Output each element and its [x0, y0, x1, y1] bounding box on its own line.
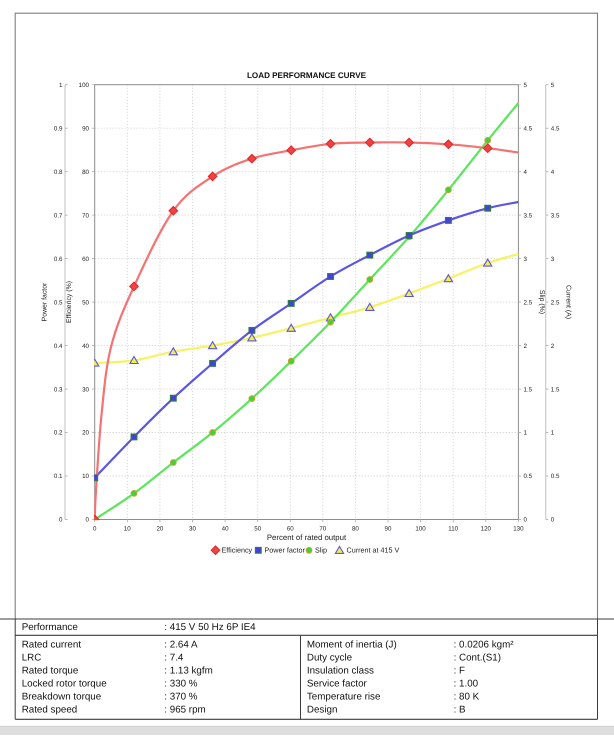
svg-text:3: 3: [524, 256, 528, 263]
svg-text:Performance: Performance: [22, 622, 79, 633]
svg-text:0: 0: [551, 517, 555, 524]
svg-text:Current (A): Current (A): [565, 285, 572, 319]
svg-text:40: 40: [222, 526, 229, 533]
svg-text:0.2: 0.2: [54, 430, 63, 437]
svg-text:5: 5: [524, 82, 528, 89]
svg-text:60: 60: [287, 526, 294, 533]
svg-text:: Cont.(S1): : Cont.(S1): [454, 652, 501, 663]
svg-text:0: 0: [93, 526, 97, 533]
svg-text:Locked rotor torque: Locked rotor torque: [22, 679, 108, 690]
svg-text:Percent of rated output: Percent of rated output: [267, 533, 347, 542]
svg-text:4.5: 4.5: [551, 125, 560, 132]
svg-text:Rated speed: Rated speed: [22, 705, 78, 716]
svg-text:Power factor: Power factor: [41, 282, 48, 321]
svg-text:0.3: 0.3: [54, 386, 63, 393]
svg-text:: 1.13 kgfm: : 1.13 kgfm: [164, 665, 212, 676]
svg-text:40: 40: [82, 343, 89, 350]
svg-text:0: 0: [524, 517, 528, 524]
svg-text:0.1: 0.1: [54, 473, 63, 480]
svg-text:3.5: 3.5: [551, 212, 560, 219]
svg-text:2.5: 2.5: [551, 299, 560, 306]
svg-text:2: 2: [524, 343, 528, 350]
svg-text:110: 110: [448, 526, 458, 533]
svg-text:: 330 %: : 330 %: [164, 679, 198, 690]
svg-text:: 80 K: : 80 K: [454, 692, 480, 703]
svg-text:2: 2: [551, 343, 555, 350]
svg-text:Temperature rise: Temperature rise: [307, 692, 381, 703]
svg-text:20: 20: [82, 430, 89, 437]
svg-text:80: 80: [352, 526, 359, 533]
svg-text:Duty cycle: Duty cycle: [307, 652, 353, 663]
svg-text:3.5: 3.5: [524, 212, 533, 219]
svg-text:50: 50: [254, 526, 261, 533]
svg-text:Efficiency: Efficiency: [222, 546, 253, 555]
svg-text:0.5: 0.5: [551, 473, 560, 480]
svg-text:1: 1: [551, 430, 555, 437]
svg-text:4: 4: [524, 169, 528, 176]
svg-text:10: 10: [82, 473, 89, 480]
svg-text:Service factor: Service factor: [307, 679, 368, 690]
svg-text:80: 80: [82, 169, 89, 176]
svg-text:1: 1: [524, 430, 528, 437]
svg-text:120: 120: [481, 526, 492, 533]
svg-text:0.9: 0.9: [54, 125, 63, 132]
svg-text:100: 100: [79, 82, 90, 89]
svg-text:Rated torque: Rated torque: [22, 665, 79, 676]
svg-text:: 415 V 50 Hz 6P IE4: : 415 V 50 Hz 6P IE4: [164, 622, 256, 633]
svg-text:5: 5: [551, 82, 555, 89]
svg-text:0: 0: [59, 517, 63, 524]
svg-text:: 965 rpm: : 965 rpm: [164, 705, 205, 716]
svg-text:90: 90: [82, 125, 89, 132]
svg-text:Insulation class: Insulation class: [307, 665, 374, 676]
svg-text:0.4: 0.4: [54, 343, 63, 350]
svg-text:0: 0: [86, 517, 90, 524]
svg-text:: F: : F: [454, 665, 465, 676]
svg-text:2.5: 2.5: [524, 299, 533, 306]
svg-text:0.7: 0.7: [54, 212, 63, 219]
svg-text:LRC: LRC: [22, 652, 42, 663]
svg-text:3: 3: [551, 256, 555, 263]
svg-text:30: 30: [189, 526, 196, 533]
svg-text:50: 50: [82, 299, 89, 306]
svg-text:Breakdown torque: Breakdown torque: [22, 692, 102, 703]
svg-text:Slip: Slip: [315, 546, 327, 555]
svg-text:0.6: 0.6: [54, 256, 63, 263]
svg-text:Rated current: Rated current: [22, 639, 82, 650]
svg-text:90: 90: [385, 526, 392, 533]
svg-text:Current at 415 V: Current at 415 V: [347, 546, 400, 555]
svg-text:1.5: 1.5: [551, 386, 560, 393]
svg-text:30: 30: [82, 386, 89, 393]
svg-text:: B: : B: [454, 705, 466, 716]
svg-text:70: 70: [82, 212, 89, 219]
svg-text:0.8: 0.8: [54, 169, 63, 176]
svg-text:: 0.0206 kgm²: : 0.0206 kgm²: [454, 639, 515, 650]
svg-text:Design: Design: [307, 705, 338, 716]
svg-text:Moment of inertia (J): Moment of inertia (J): [307, 639, 397, 650]
svg-text:100: 100: [415, 526, 426, 533]
svg-text:70: 70: [319, 526, 326, 533]
svg-text:Power factor: Power factor: [265, 546, 306, 555]
svg-text:Slip (%): Slip (%): [538, 290, 545, 314]
svg-text:10: 10: [124, 526, 131, 533]
svg-text:4: 4: [551, 169, 555, 176]
svg-text:1.5: 1.5: [524, 386, 533, 393]
svg-text:130: 130: [513, 526, 524, 533]
svg-text:LOAD PERFORMANCE CURVE: LOAD PERFORMANCE CURVE: [247, 71, 367, 80]
svg-text:: 1.00: : 1.00: [454, 679, 479, 690]
svg-text:0.5: 0.5: [524, 473, 533, 480]
svg-text:1: 1: [59, 82, 63, 89]
svg-text:0.5: 0.5: [54, 299, 63, 306]
svg-text:: 2.64 A: : 2.64 A: [164, 639, 198, 650]
svg-text:4.5: 4.5: [524, 125, 533, 132]
svg-text:: 370 %: : 370 %: [164, 692, 198, 703]
svg-text:20: 20: [156, 526, 163, 533]
svg-text:60: 60: [82, 256, 89, 263]
svg-text:: 7.4: : 7.4: [164, 652, 184, 663]
svg-text:Efficiency (%): Efficiency (%): [66, 281, 73, 323]
